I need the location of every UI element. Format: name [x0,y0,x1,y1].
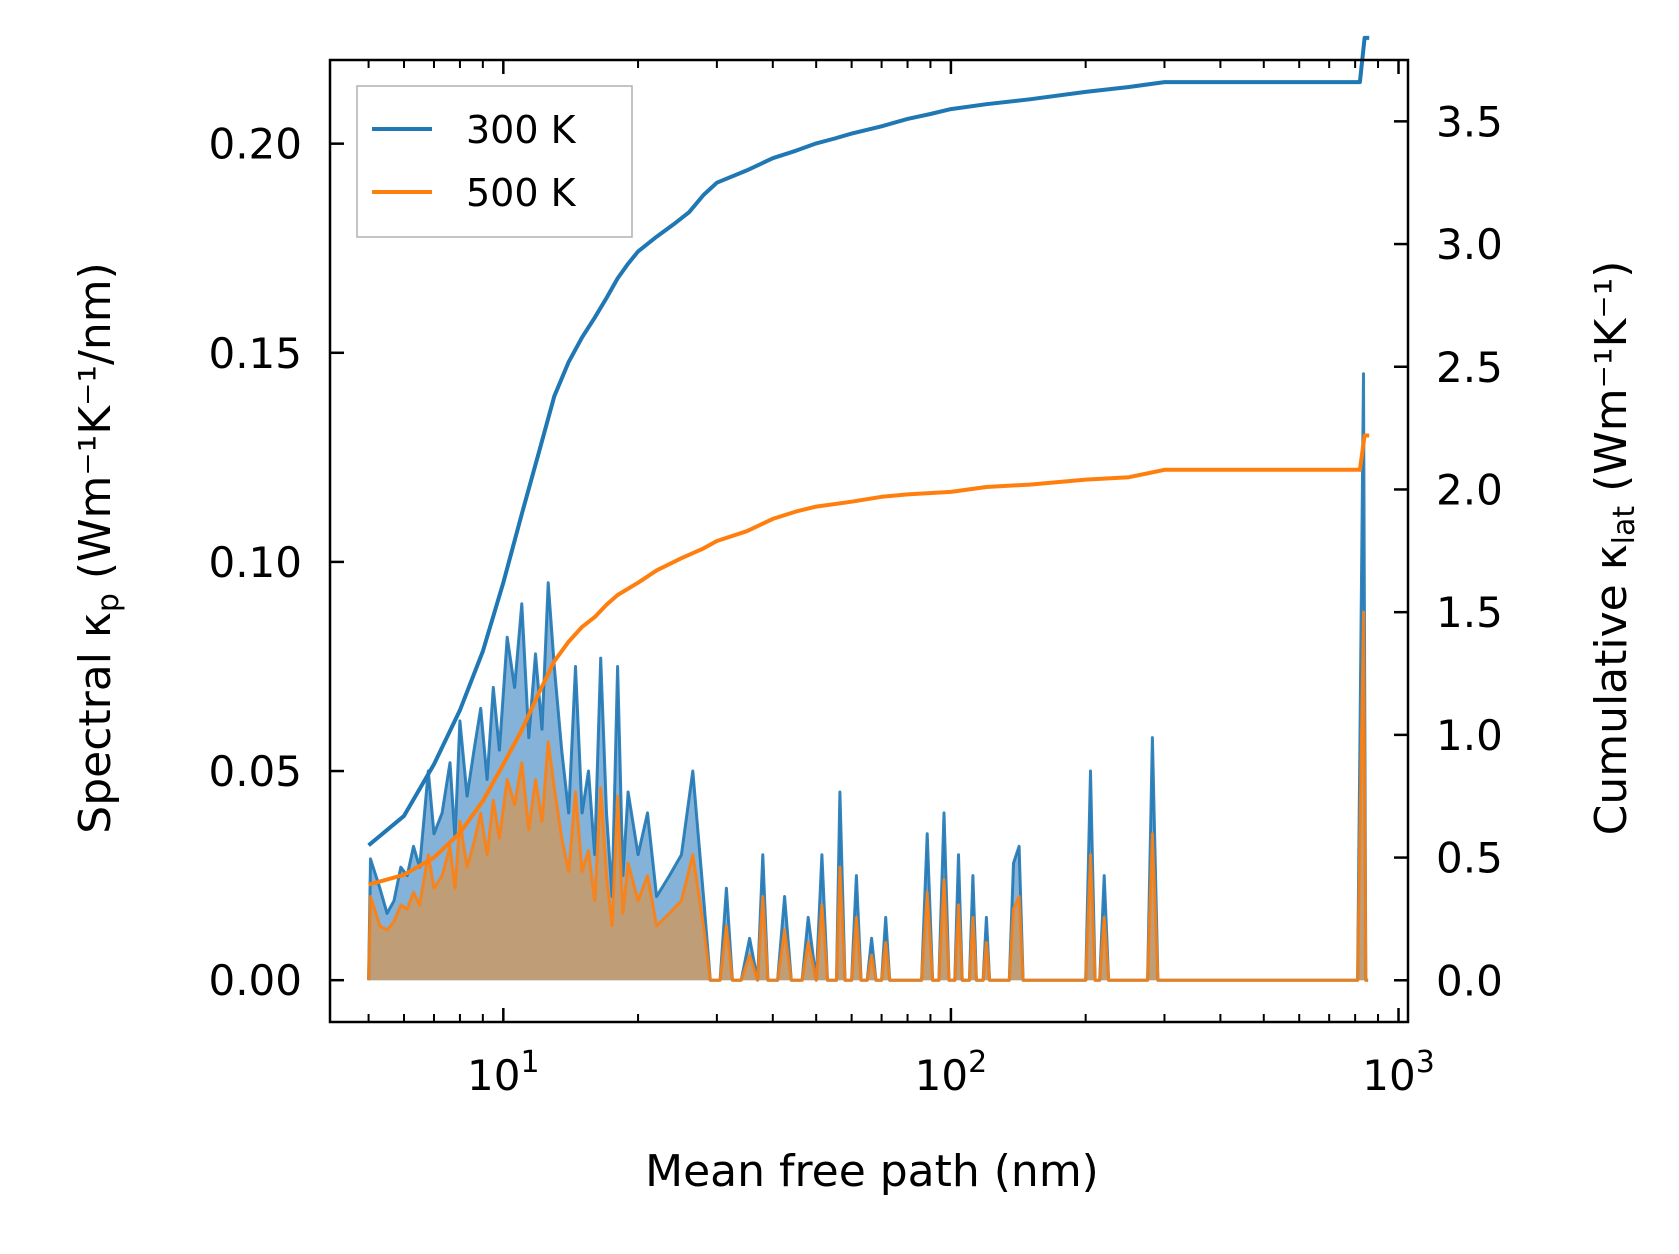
spectral-fill-500k [368,612,1369,981]
cumulative-lines [367,35,1370,887]
legend: 300 K 500 K [356,85,633,238]
spectral-fills [368,373,1369,981]
x-tick-label: 103 [1362,1045,1435,1100]
y-axis-right-title: Cumulative κlat (Wm⁻¹K⁻¹) [1586,261,1642,836]
y-left-tick-label: 0.20 [208,120,302,169]
x-axis-title: Mean free path (nm) [645,1146,1099,1197]
spectral-line-500k [367,610,1369,982]
y-left-tick-label: 0.00 [208,956,302,1005]
x-tick-label: 101 [467,1045,540,1100]
cumulative-line-500k [368,433,1370,887]
y-axis-left-title: Spectral κp (Wm⁻¹K⁻¹/nm) [70,262,126,833]
y-right-tick-label: 0.0 [1436,956,1503,1005]
spectral-lines [367,372,1369,982]
y-right-tick-label: 1.0 [1436,711,1503,760]
axis-ticks [330,60,1408,1022]
y-right-tick-label: 3.0 [1436,220,1503,269]
y-right-tick-label: 2.0 [1436,465,1503,514]
legend-box [356,85,633,238]
y-left-tick-label: 0.15 [208,329,302,378]
y-left-tick-label: 0.05 [208,747,302,796]
cumulative-line-300k [367,35,1370,847]
y-right-tick-label: 2.5 [1436,343,1503,392]
y-right-tick-label: 1.5 [1436,588,1503,637]
x-tick-label: 102 [915,1045,988,1100]
plot-frame [328,58,1410,1024]
legend-label-500k: 500 K [466,171,577,215]
y-left-tick-label: 0.10 [208,538,302,587]
y-right-tick-label: 3.5 [1436,97,1503,146]
y-right-tick-label: 0.5 [1436,834,1503,883]
axis-tick-labels: 101 102 103 0.00 0.05 0.10 0.15 0.20 0.0 0.5 1.0 1.… [208,97,1502,1100]
legend-label-300k: 300 K [466,108,577,152]
